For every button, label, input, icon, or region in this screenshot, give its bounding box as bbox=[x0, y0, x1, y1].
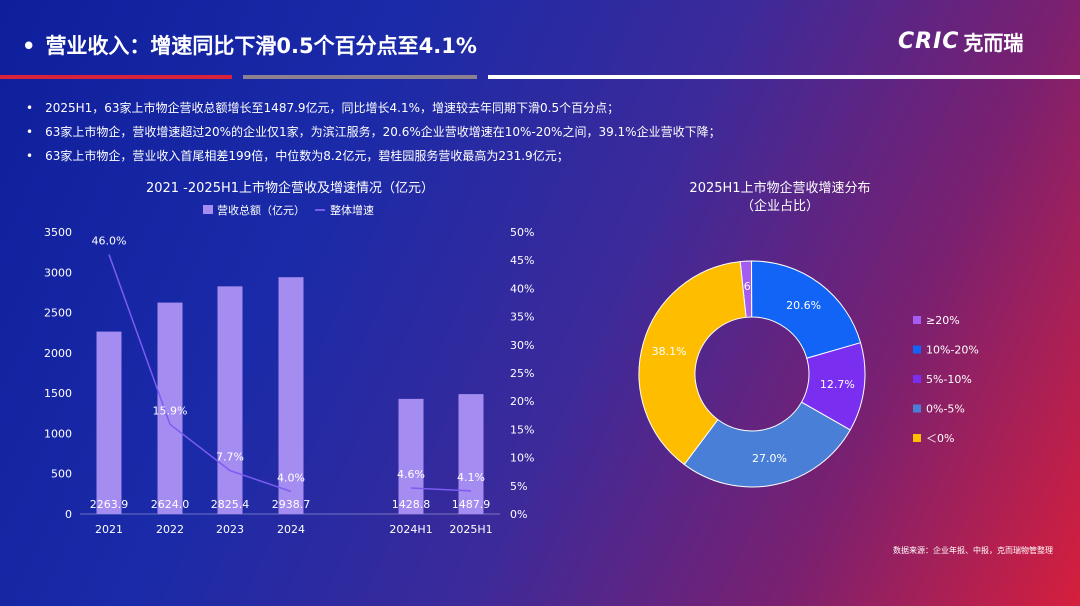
bullet-item: 2025H1，63家上市物企营收总额增长至1487.9亿元，同比增长4.1%，增… bbox=[26, 96, 721, 120]
donut-slice-3 bbox=[683, 401, 851, 488]
logo-cn: 克而瑞 bbox=[963, 31, 1024, 55]
left-axis-tick-label: 500 bbox=[51, 468, 72, 481]
bar-2024H1 bbox=[398, 398, 424, 514]
legend-line-label: 整体增速 bbox=[330, 203, 374, 217]
right-axis-tick-label: 10% bbox=[510, 452, 534, 465]
bar-value-label: 1428.8 bbox=[392, 498, 431, 511]
data-source-note: 数据来源：企业年报、中报，克而瑞物管整理 bbox=[893, 546, 1053, 555]
divider-red bbox=[0, 75, 232, 79]
donut-legend-swatch bbox=[913, 345, 921, 354]
bar-2024 bbox=[278, 277, 304, 514]
left-axis-tick-label: 2000 bbox=[44, 347, 72, 360]
right-axis-tick-label: 25% bbox=[510, 367, 534, 380]
donut-title-line-2: （企业占比） bbox=[741, 198, 819, 214]
donut-legend-label: ≥20% bbox=[926, 314, 960, 327]
donut-legend-label: 10%-20% bbox=[926, 344, 979, 357]
x-axis-tick-label: 2025H1 bbox=[449, 523, 492, 536]
donut-title-line-1: 2025H1上市物企营收增速分布 bbox=[689, 180, 870, 196]
donut-slice-label: 12.7% bbox=[820, 378, 855, 391]
right-axis-tick-label: 30% bbox=[510, 339, 534, 352]
growth-value-label: 7.7% bbox=[216, 451, 244, 464]
donut-slice-4 bbox=[638, 261, 747, 466]
right-axis-tick-label: 20% bbox=[510, 395, 534, 408]
bar-2023 bbox=[217, 286, 243, 514]
donut-legend-label: ＜0% bbox=[926, 432, 954, 445]
bar-chart-title: 2021 -2025H1上市物企营收及增速情况（亿元） bbox=[146, 180, 434, 196]
donut-legend-swatch bbox=[913, 316, 921, 324]
x-axis-tick-label: 2024 bbox=[277, 523, 305, 536]
right-axis-tick-label: 50% bbox=[510, 226, 534, 239]
growth-value-label: 46.0% bbox=[92, 235, 127, 248]
donut-legend-label: 5%-10% bbox=[926, 373, 972, 386]
x-axis-tick-label: 2021 bbox=[95, 523, 123, 536]
donut-slice-label: 27.0% bbox=[752, 452, 787, 465]
growth-line-half-year bbox=[410, 487, 472, 492]
right-axis-tick-label: 45% bbox=[510, 254, 534, 267]
bullet-item: 63家上市物企，营业收入首尾相差199倍，中位数为8.2亿元，碧桂园服务营收最高… bbox=[26, 144, 721, 168]
left-axis-tick-label: 2500 bbox=[44, 307, 72, 320]
growth-value-label: 4.1% bbox=[457, 471, 485, 484]
donut-legend-swatch bbox=[913, 434, 921, 442]
x-axis-tick-label: 2024H1 bbox=[389, 523, 432, 536]
right-axis-tick-label: 0% bbox=[510, 508, 527, 521]
legend-bar-swatch bbox=[203, 205, 213, 214]
bullet-item: 63家上市物企，营收增速超过20%的企业仅1家，为滨江服务，20.6%企业营收增… bbox=[26, 120, 721, 144]
bar-2025H1 bbox=[458, 394, 484, 514]
donut-slice-label: 20.6% bbox=[786, 299, 821, 312]
bar-value-label: 2938.7 bbox=[272, 498, 311, 511]
growth-value-label: 4.0% bbox=[277, 471, 305, 484]
growth-line-annual bbox=[108, 254, 292, 493]
left-axis-tick-label: 3000 bbox=[44, 266, 72, 279]
bar-value-label: 1487.9 bbox=[452, 498, 491, 511]
growth-value-label: 4.6% bbox=[397, 468, 425, 481]
divider-gray bbox=[243, 75, 477, 79]
right-axis-tick-label: 35% bbox=[510, 311, 534, 324]
left-axis-tick-label: 1500 bbox=[44, 387, 72, 400]
bar-value-label: 2263.9 bbox=[90, 498, 129, 511]
summary-bullets: 2025H1，63家上市物企营收总额增长至1487.9亿元，同比增长4.1%，增… bbox=[26, 96, 721, 168]
donut-slice-label: 38.1% bbox=[652, 345, 687, 358]
bar-value-label: 2624.0 bbox=[151, 498, 190, 511]
x-axis-tick-label: 2023 bbox=[216, 523, 244, 536]
divider-white bbox=[488, 75, 1080, 79]
left-axis-tick-label: 1000 bbox=[44, 427, 72, 440]
donut-slice-1 bbox=[751, 260, 862, 359]
cric-logo: CRIC 克而瑞 bbox=[898, 27, 1023, 56]
bar-2021 bbox=[96, 331, 122, 514]
growth-value-label: 15.9% bbox=[153, 404, 188, 417]
donut-legend-swatch bbox=[913, 404, 921, 413]
page-title-text: 营业收入：增速同比下滑0.5个百分点至4.1% bbox=[45, 34, 477, 58]
left-axis-tick-label: 0 bbox=[65, 508, 72, 521]
bar-value-label: 2825.4 bbox=[211, 498, 250, 511]
right-axis-tick-label: 40% bbox=[510, 282, 534, 295]
right-axis-tick-label: 15% bbox=[510, 423, 534, 436]
donut-legend-swatch bbox=[913, 375, 921, 383]
page-title: • 营业收入：增速同比下滑0.5个百分点至4.1% bbox=[22, 34, 477, 58]
right-axis-tick-label: 5% bbox=[510, 480, 527, 493]
legend-bar-label: 营收总额（亿元） bbox=[217, 203, 305, 217]
left-axis-tick-label: 3500 bbox=[44, 226, 72, 239]
logo-mark: CRIC bbox=[898, 29, 960, 54]
bar-2022 bbox=[157, 302, 183, 514]
donut-legend-label: 0%-5% bbox=[926, 403, 965, 416]
x-axis-tick-label: 2022 bbox=[156, 523, 184, 536]
